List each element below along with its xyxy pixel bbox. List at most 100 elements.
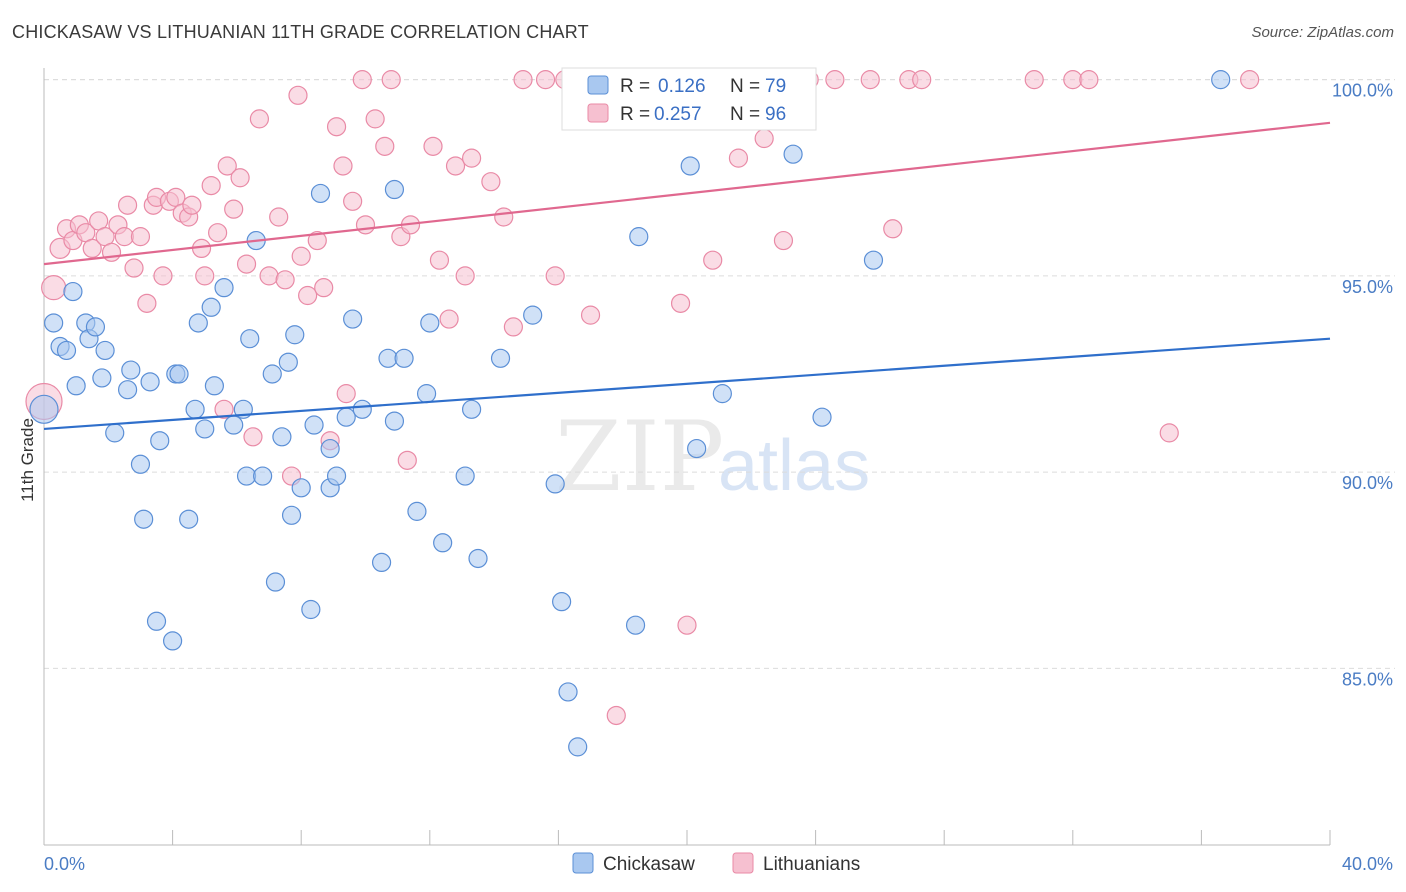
lithuanians-point xyxy=(249,109,270,129)
chickasaw-point xyxy=(240,329,260,349)
lithuanians-point xyxy=(375,136,395,156)
chickasaw-point xyxy=(214,278,234,298)
lithuanians-point xyxy=(1159,423,1179,443)
chickasaw-point xyxy=(185,399,205,419)
chickasaw-point xyxy=(625,615,646,635)
watermark: ZIP atlas xyxy=(555,401,870,513)
axes: 85.0% 90.0% 95.0% 100.0% xyxy=(43,68,1393,846)
chickasaw-point xyxy=(568,737,588,757)
chickasaw-point xyxy=(712,384,732,404)
lithuanians-point xyxy=(1240,70,1260,90)
legend-swatch-lithuanians xyxy=(587,103,609,123)
grid-lines xyxy=(44,79,1395,669)
lithuanians-point xyxy=(439,309,459,329)
chickasaw-point xyxy=(201,297,221,317)
bottom-legend-swatch-lithuanians xyxy=(732,852,754,874)
lithuanians-point xyxy=(503,317,523,337)
chickasaw-point xyxy=(407,501,427,521)
chickasaw-point xyxy=(262,364,282,384)
chickasaw-point xyxy=(783,144,803,164)
lithuanians-point xyxy=(117,195,138,215)
lithuanians-point xyxy=(201,176,221,196)
lithuanians-point xyxy=(82,238,102,258)
lithuanians-point xyxy=(137,293,157,313)
lithuanians-point xyxy=(153,266,173,286)
chickasaw-point xyxy=(150,431,170,451)
chickasaw-point xyxy=(195,419,215,439)
lithuanians-point xyxy=(494,207,514,227)
lithuanians-point xyxy=(208,223,228,243)
lithuanians-point xyxy=(307,230,327,251)
lithuanians-point xyxy=(224,199,244,219)
watermark-atlas: atlas xyxy=(718,426,870,506)
chickasaw-point xyxy=(394,348,414,368)
chickasaw-points xyxy=(29,70,1231,757)
legend-n-value-chickasaw: 79 xyxy=(765,76,786,97)
chickasaw-point xyxy=(272,427,292,447)
lithuanians-point xyxy=(214,399,234,419)
bottom-legend-label-lithuanians: Lithuanians xyxy=(763,854,860,875)
lithuanians-point xyxy=(124,258,144,278)
chickasaw-point xyxy=(301,599,321,620)
chickasaw-point xyxy=(236,466,257,486)
lithuanians-point xyxy=(703,250,723,270)
lithuanians-point xyxy=(130,227,151,247)
chickasaw-point xyxy=(281,505,302,525)
chickasaw-point xyxy=(384,179,405,200)
chickasaw-point xyxy=(95,340,115,361)
bottom-legend-swatch-chickasaw xyxy=(572,852,594,874)
legend-r-label-chickasaw: R = xyxy=(620,76,650,97)
chickasaw-point xyxy=(265,572,286,592)
lithuanians-point xyxy=(314,278,334,298)
lithuanians-point xyxy=(423,136,443,156)
y-tick-label: 100.0% xyxy=(1332,81,1393,101)
lithuanians-point xyxy=(365,109,385,129)
chickasaw-point xyxy=(343,309,363,329)
chickasaw-point xyxy=(29,394,59,424)
lithuanians-point xyxy=(230,168,250,188)
chickasaw-point xyxy=(63,281,83,302)
lithuanians-point xyxy=(513,70,533,90)
lithuanians-point xyxy=(580,305,601,325)
chickasaw-point xyxy=(224,415,244,435)
chickasaw-point xyxy=(523,305,543,325)
chickasaw-point xyxy=(163,631,183,651)
lithuanians-point xyxy=(461,148,482,168)
chickasaw-trend-line xyxy=(43,337,1331,431)
chickasaw-point xyxy=(468,548,488,569)
lithuanians-point xyxy=(275,270,295,290)
chickasaw-point xyxy=(384,411,405,431)
chickasaw-point xyxy=(253,466,273,486)
chickasaw-point xyxy=(121,360,141,380)
lithuanians-point xyxy=(269,207,289,227)
chickasaw-point xyxy=(680,156,700,176)
chart-title: CHICKASAW VS LITHUANIAN 11TH GRADE CORRE… xyxy=(12,22,589,42)
lithuanians-point xyxy=(754,128,774,149)
lithuanians-point xyxy=(445,156,466,176)
lithuanians-point xyxy=(1063,70,1083,90)
chickasaw-point xyxy=(285,325,305,345)
chickasaw-point xyxy=(92,368,112,388)
lithuanians-point xyxy=(883,219,903,239)
chickasaw-point xyxy=(105,423,125,443)
legend-n-value-lithuanians: 96 xyxy=(765,104,786,125)
y-axis-label: 11th Grade xyxy=(18,418,37,502)
lithuanians-point xyxy=(259,266,279,286)
chickasaw-point xyxy=(336,407,356,427)
lithuanians-point xyxy=(195,266,215,286)
lithuanians-point xyxy=(670,293,691,313)
lithuanians-point xyxy=(429,250,450,270)
chickasaw-point xyxy=(490,348,511,368)
chickasaw-point xyxy=(179,509,199,529)
chickasaw-point xyxy=(455,466,475,486)
chickasaw-point xyxy=(56,340,77,361)
lithuanians-point xyxy=(535,70,556,90)
chickasaw-point xyxy=(304,415,324,435)
chickasaw-point xyxy=(371,552,392,573)
chickasaw-point xyxy=(812,407,832,427)
lithuanians-point xyxy=(545,266,565,286)
lithuanians-trend-line xyxy=(43,121,1331,266)
lithuanians-point xyxy=(217,156,237,176)
chickasaw-point xyxy=(552,592,572,612)
chickasaw-point xyxy=(169,364,189,384)
